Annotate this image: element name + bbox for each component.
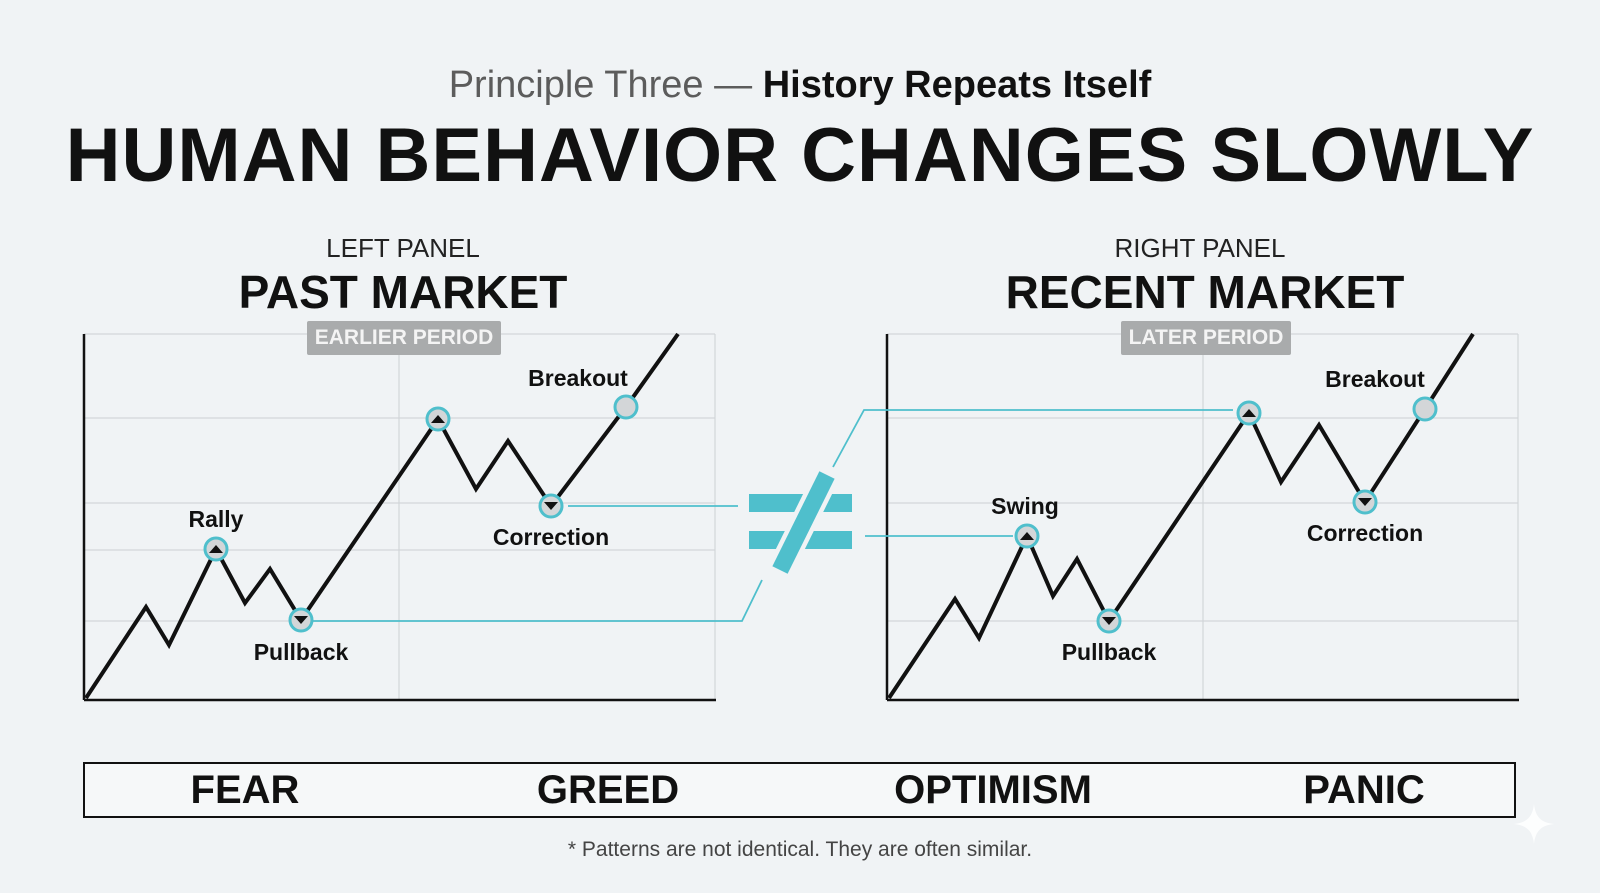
right-panel-title: RECENT MARKET — [1005, 266, 1405, 318]
right-pullback-label: Pullback — [1062, 639, 1157, 665]
left-rally-label: Rally — [189, 506, 244, 532]
left-peak-arrow — [431, 415, 445, 423]
right-peak-arrow — [1242, 409, 1256, 417]
sparkle-icon — [1514, 804, 1554, 844]
header-subtitle: Principle Three — History Repeats Itself — [0, 62, 1600, 108]
emotions-bar: FEAR GREED OPTIMISM PANIC — [83, 762, 1516, 818]
left-breakout-marker — [613, 394, 639, 420]
left-period-badge: EARLIER PERIOD — [307, 321, 501, 355]
left-pullback-connector — [310, 579, 763, 622]
left-panel-title: PAST MARKET — [238, 266, 568, 318]
right-chart-grid — [887, 333, 1519, 700]
left-rally-arrow — [209, 545, 223, 553]
emotion-fear: FEAR — [190, 768, 300, 812]
left-correction-label: Correction — [493, 524, 609, 550]
annotation-labels: Rally Pullback Breakout Correction Swing… — [189, 365, 1426, 665]
subtitle-dash: — — [714, 64, 753, 106]
right-swing-label: Swing — [991, 493, 1059, 519]
right-correction-arrow — [1358, 498, 1372, 506]
left-pullback-arrow — [294, 616, 308, 624]
right-period-badge: LATER PERIOD — [1121, 321, 1291, 355]
emotion-panic: PANIC — [1303, 768, 1425, 812]
right-pullback-arrow — [1102, 617, 1116, 625]
main-title: HUMAN BEHAVIOR CHANGES SLOWLY — [65, 113, 1535, 198]
right-swing-arrow — [1020, 532, 1034, 540]
connector-lines — [310, 409, 1233, 622]
emotion-optimism: OPTIMISM — [894, 768, 1092, 812]
right-breakout-connector — [832, 409, 1233, 468]
emotion-greed: GREED — [536, 768, 680, 812]
right-breakout-marker — [1412, 396, 1438, 422]
right-correction-label: Correction — [1307, 520, 1423, 546]
not-equal-slash — [772, 471, 835, 574]
right-breakout-label: Breakout — [1325, 366, 1425, 392]
subtitle-history: History Repeats Itself — [762, 64, 1152, 106]
right-panel-label: RIGHT PANEL — [1114, 233, 1286, 263]
left-correction-arrow — [544, 502, 558, 510]
footnote: * Patterns are not identical. They are o… — [567, 838, 1033, 861]
not-equal-icon — [749, 469, 852, 576]
left-pullback-label: Pullback — [254, 639, 349, 665]
left-panel-label: LEFT PANEL — [326, 233, 480, 263]
pivot-arrowheads — [209, 409, 1372, 625]
subtitle-principle: Principle Three — [448, 64, 704, 106]
left-breakout-label: Breakout — [528, 365, 628, 391]
